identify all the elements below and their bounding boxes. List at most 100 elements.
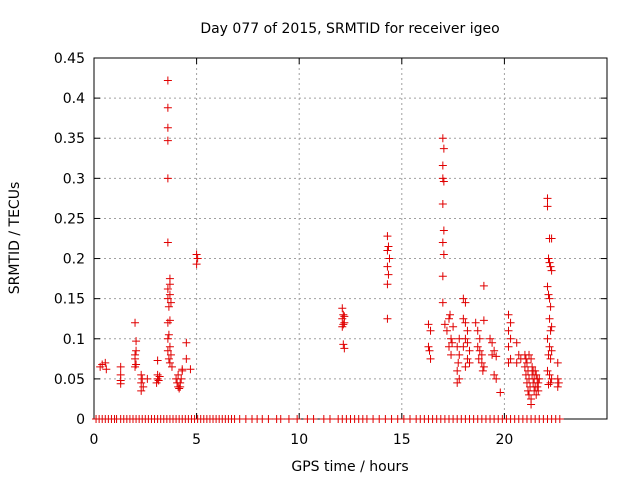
data-point bbox=[440, 320, 449, 329]
data-point bbox=[459, 294, 468, 303]
data-point bbox=[155, 372, 164, 381]
data-point bbox=[439, 144, 448, 153]
data-point bbox=[165, 280, 174, 289]
data-point bbox=[490, 370, 499, 379]
data-point bbox=[475, 346, 484, 355]
data-point bbox=[490, 346, 499, 355]
data-point bbox=[174, 370, 183, 379]
data-point bbox=[116, 379, 125, 388]
data-point bbox=[479, 362, 488, 371]
data-point bbox=[545, 314, 554, 323]
data-point bbox=[553, 358, 562, 367]
data-point bbox=[488, 338, 497, 347]
data-point bbox=[453, 366, 462, 375]
data-point bbox=[163, 346, 172, 355]
data-point bbox=[383, 232, 392, 241]
data-point bbox=[545, 294, 554, 303]
data-point bbox=[543, 334, 552, 343]
data-point-zero bbox=[555, 415, 564, 423]
data-point bbox=[163, 318, 172, 327]
data-point bbox=[131, 362, 140, 371]
data-point bbox=[525, 350, 534, 359]
data-point bbox=[506, 354, 515, 363]
data-point bbox=[463, 326, 472, 335]
data-point bbox=[547, 234, 556, 243]
data-point bbox=[447, 350, 456, 359]
grid bbox=[94, 58, 607, 419]
data-point bbox=[137, 378, 146, 387]
data-point bbox=[383, 280, 392, 289]
data-point bbox=[448, 338, 457, 347]
data-point bbox=[444, 314, 453, 323]
data-point bbox=[438, 200, 447, 209]
data-point bbox=[534, 386, 543, 395]
data-point bbox=[547, 346, 556, 355]
data-point bbox=[545, 342, 554, 351]
data-point bbox=[546, 262, 555, 271]
data-point bbox=[384, 270, 393, 279]
data-point bbox=[192, 250, 201, 259]
data-point bbox=[132, 346, 141, 355]
data-point bbox=[461, 362, 470, 371]
data-point bbox=[461, 334, 470, 343]
data-point bbox=[544, 290, 553, 299]
x-tick-label: 20 bbox=[495, 432, 513, 448]
data-point-zero bbox=[264, 415, 273, 423]
y-tick-label: 0.05 bbox=[54, 372, 85, 388]
x-tick-label: 10 bbox=[290, 432, 308, 448]
data-point bbox=[543, 194, 552, 203]
data-point bbox=[163, 285, 172, 294]
data-point bbox=[439, 250, 448, 259]
data-point bbox=[478, 366, 487, 375]
data-point bbox=[492, 352, 501, 361]
data-point bbox=[473, 342, 482, 351]
data-point bbox=[528, 362, 537, 371]
data-point bbox=[166, 298, 175, 307]
data-point bbox=[186, 365, 195, 374]
data-point bbox=[339, 310, 348, 319]
data-point bbox=[446, 310, 455, 319]
data-point bbox=[131, 318, 140, 327]
y-tick-label: 0.35 bbox=[54, 131, 85, 147]
data-point bbox=[465, 358, 474, 367]
data-point bbox=[165, 290, 174, 299]
y-axis-label: SRMTID / TECUs bbox=[7, 182, 23, 295]
data-point bbox=[533, 382, 542, 391]
data-point bbox=[504, 342, 513, 351]
y-tick-label: 0.15 bbox=[54, 292, 85, 308]
data-point bbox=[439, 226, 448, 235]
data-point bbox=[479, 281, 488, 290]
data-point bbox=[453, 378, 462, 387]
data-point bbox=[153, 356, 162, 365]
data-point bbox=[167, 362, 176, 371]
data-point bbox=[465, 346, 474, 355]
data-point bbox=[438, 298, 447, 307]
data-point bbox=[463, 354, 472, 363]
data-point-zero bbox=[309, 415, 318, 423]
data-point bbox=[545, 370, 554, 379]
data-point bbox=[532, 370, 541, 379]
data-point bbox=[163, 76, 172, 85]
data-point bbox=[477, 350, 486, 359]
data-point bbox=[512, 338, 521, 347]
data-point bbox=[479, 316, 488, 325]
data-point bbox=[473, 326, 482, 335]
data-point bbox=[439, 177, 448, 186]
data-point bbox=[459, 342, 468, 351]
data-points bbox=[92, 76, 564, 423]
data-point bbox=[163, 123, 172, 132]
x-tick-label: 5 bbox=[192, 432, 201, 448]
data-point bbox=[525, 390, 534, 399]
data-point bbox=[486, 334, 495, 343]
data-point bbox=[339, 340, 348, 349]
data-point bbox=[506, 318, 515, 327]
data-point bbox=[175, 384, 184, 393]
data-point bbox=[531, 366, 540, 375]
data-point bbox=[535, 374, 544, 383]
data-point bbox=[506, 334, 515, 343]
data-point bbox=[546, 354, 555, 363]
data-point bbox=[383, 314, 392, 323]
data-point bbox=[152, 378, 161, 387]
